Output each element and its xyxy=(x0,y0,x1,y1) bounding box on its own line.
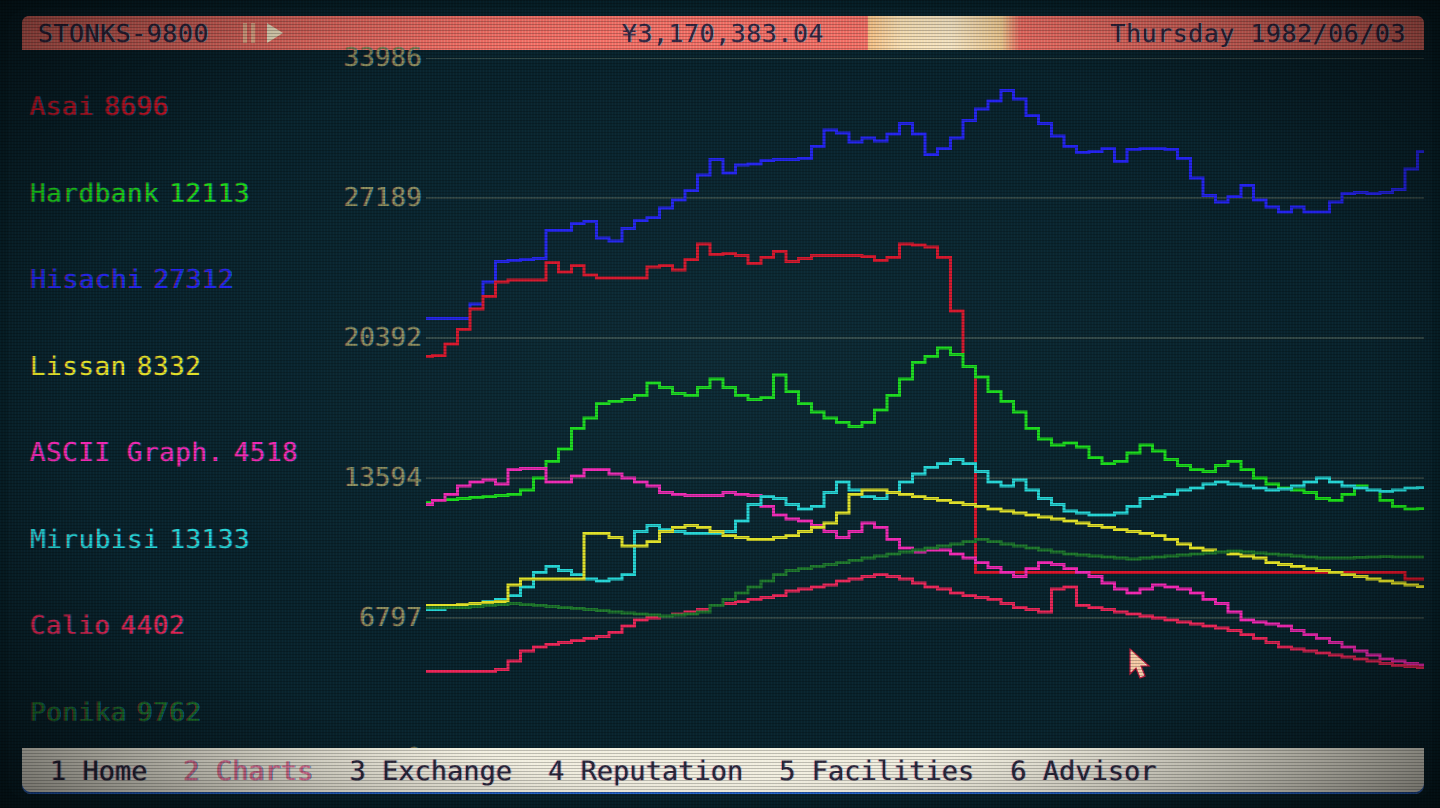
chart-y-axis: 3398627189203921359467970 xyxy=(318,43,426,773)
ticker-name: Ponika xyxy=(30,697,127,728)
ticker-name: ASCII Graph. xyxy=(30,438,224,469)
ticker-value: 4518 xyxy=(233,438,299,469)
chart-area: 3398627189203921359467970 xyxy=(318,43,1424,773)
title-bar: STONKS-9800 ¥3,170,383.04 Thursday 1982/… xyxy=(22,16,1424,50)
date-display: Thursday 1982/06/03 xyxy=(1110,18,1406,48)
ticker-row[interactable]: Asai 8696 xyxy=(30,64,330,151)
ticker-name: Lissan xyxy=(30,351,127,382)
menu-item-exchange[interactable]: 3 Exchange xyxy=(349,755,513,787)
ticker-row[interactable]: Calio 4402 xyxy=(30,583,330,670)
ticker-name: Hisachi xyxy=(30,265,144,296)
y-axis-tick-label: 27189 xyxy=(343,182,422,213)
y-axis-tick-label: 33986 xyxy=(343,43,422,73)
ticker-value: 4402 xyxy=(120,611,186,642)
pause-icon[interactable] xyxy=(243,23,256,43)
app-title: STONKS-9800 xyxy=(38,18,210,48)
menu-item-advisor[interactable]: 6 Advisor xyxy=(1010,755,1157,787)
ticker-row[interactable]: Mirubisi 13133 xyxy=(30,497,330,584)
chart-series-line xyxy=(426,346,1424,511)
ticker-name: Calio xyxy=(30,611,111,642)
menu-item-charts[interactable]: 2 Charts xyxy=(183,755,314,787)
ticker-name: Hardbank xyxy=(30,178,160,209)
crt-inner: STONKS-9800 ¥3,170,383.04 Thursday 1982/… xyxy=(8,8,1432,800)
menu-item-facilities[interactable]: 5 Facilities xyxy=(779,755,975,787)
ticker-row[interactable]: ASCII Graph. 4518 xyxy=(30,410,330,497)
ticker-row[interactable]: Hardbank 12113 xyxy=(30,151,330,238)
y-axis-tick-label: 13594 xyxy=(343,463,422,493)
chart-svg xyxy=(426,58,1424,758)
ticker-value: 9762 xyxy=(136,697,202,728)
ticker-name: Mirubisi xyxy=(30,524,160,555)
ticker-row[interactable]: Ponika 9762 xyxy=(30,670,330,757)
ticker-row[interactable]: Hisachi 27312 xyxy=(30,237,330,324)
play-icon[interactable] xyxy=(267,23,284,43)
chart-gridlines xyxy=(426,58,1424,758)
chart-plot[interactable] xyxy=(426,58,1424,758)
ticker-value: 27312 xyxy=(153,265,234,296)
ticker-value: 8332 xyxy=(136,351,202,382)
ticker-name: Asai xyxy=(30,92,95,123)
ticker-row[interactable]: Lissan 8332 xyxy=(30,324,330,411)
chart-series-line xyxy=(426,89,1424,320)
stock-ticker-list: Asai 8696 Hardbank 12113 Hisachi 27312 Lissan 8… xyxy=(30,64,330,754)
menu-item-reputation[interactable]: 4 Reputation xyxy=(548,755,744,787)
titlebar-highlight-band xyxy=(868,16,1020,50)
y-axis-tick-label: 20392 xyxy=(343,322,422,353)
menu-item-home[interactable]: 1 Home xyxy=(50,755,148,787)
ticker-value: 12113 xyxy=(169,178,251,209)
ticker-value: 8696 xyxy=(104,92,170,123)
chart-series-line xyxy=(426,242,1424,581)
y-axis-tick-label: 6797 xyxy=(359,603,422,633)
bottom-menu-bar: 1 Home 2 Charts 3 Exchange 4 Reputation 5 Fa… xyxy=(22,748,1424,794)
transport-controls xyxy=(243,23,284,43)
ticker-value: 13133 xyxy=(169,524,251,555)
